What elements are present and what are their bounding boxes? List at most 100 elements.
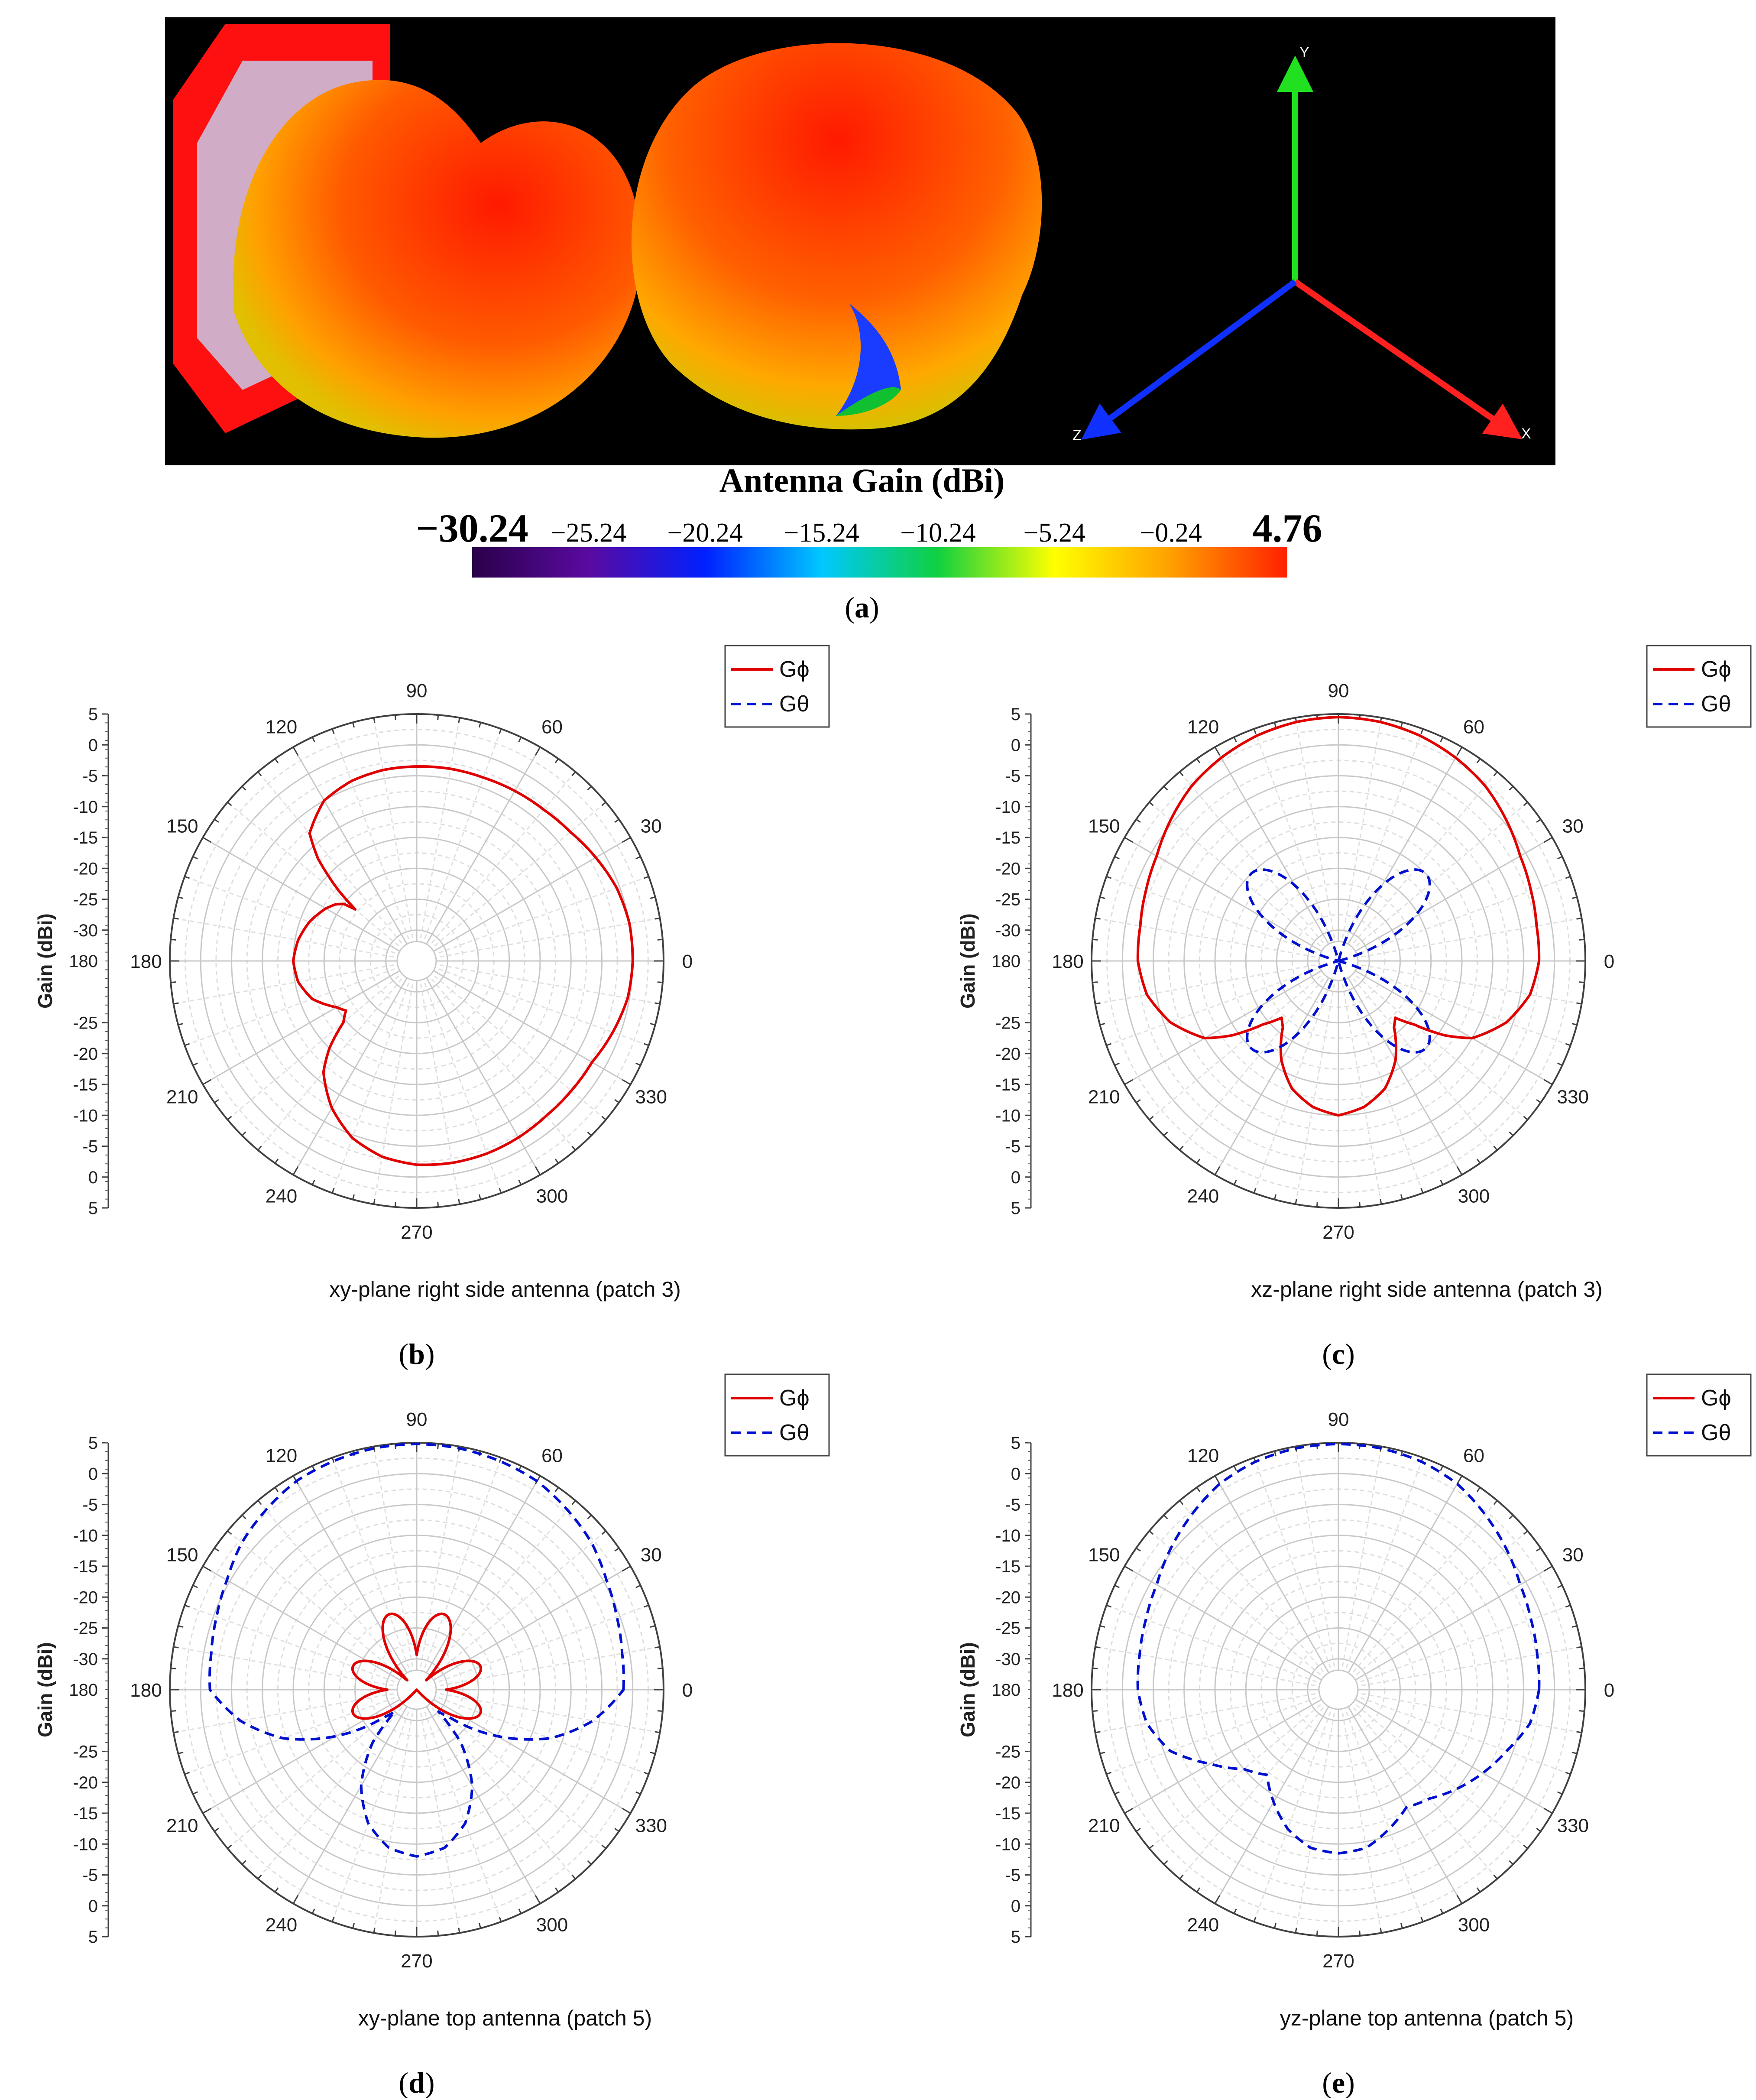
grid-spoke-minor xyxy=(1338,1689,1498,1879)
ring-tick xyxy=(518,1180,522,1185)
radial-scale-label: -10 xyxy=(73,798,98,817)
angle-tick-label: 0 xyxy=(682,1680,693,1701)
grid-spoke xyxy=(1338,1689,1463,1904)
radial-scale-label: -15 xyxy=(995,1075,1021,1094)
grid-spoke-minor xyxy=(173,1646,417,1691)
ring-tick xyxy=(1100,1751,1105,1754)
radial-scale-label: -30 xyxy=(73,921,98,940)
ring-tick xyxy=(1536,1547,1541,1552)
radial-scale-label: -25 xyxy=(995,1619,1021,1638)
ring-tick xyxy=(214,1827,219,1832)
ring-tick xyxy=(1092,938,1098,941)
ring-tick xyxy=(1253,1916,1257,1922)
ring-tick xyxy=(1440,1180,1444,1185)
radial-scale-label: 5 xyxy=(1011,1199,1021,1218)
panel-label: (c) xyxy=(1322,1337,1355,1370)
radial-scale-label: -30 xyxy=(995,921,1021,940)
radial-scale-label: -20 xyxy=(995,859,1021,878)
angle-tick-label: 210 xyxy=(166,1087,198,1108)
ring-tick xyxy=(1456,747,1463,756)
grid-spoke xyxy=(416,1475,541,1690)
grid-spoke xyxy=(416,961,541,1175)
grid-spoke-minor xyxy=(1338,728,1424,961)
grid-spoke xyxy=(202,837,417,962)
grid-spoke-minor xyxy=(1338,1500,1498,1690)
grid-spoke xyxy=(292,961,418,1175)
radial-scale-label: -5 xyxy=(1005,1496,1021,1515)
angle-tick-label: 240 xyxy=(266,1914,297,1935)
grid-spoke xyxy=(1214,1475,1339,1690)
colorbar-tick: −15.24 xyxy=(784,518,859,548)
ring-tick xyxy=(518,737,522,742)
radial-scale-label: -5 xyxy=(1005,767,1021,786)
ring-tick xyxy=(241,785,246,791)
ring-tick xyxy=(554,758,559,763)
angle-tick-label: 300 xyxy=(1458,1914,1490,1935)
legend: Gϕ Gθ xyxy=(1646,645,1752,728)
ring-tick xyxy=(1440,1909,1444,1914)
ring-tick xyxy=(622,1079,631,1085)
ring-tick xyxy=(1565,1604,1571,1608)
ring-tick xyxy=(173,917,179,920)
radial-scale-label: -30 xyxy=(995,1650,1021,1669)
colorbar-tick-labels: −30.24 −25.24 −20.24 −15.24 −10.24 −5.24 −0.24… xyxy=(416,506,1322,550)
angle-tick-label: 60 xyxy=(541,1445,563,1467)
ring-tick xyxy=(192,1791,198,1795)
ring-tick xyxy=(587,1131,592,1136)
ring-tick xyxy=(635,1791,641,1795)
angle-tick-label: 90 xyxy=(406,1409,428,1430)
ring-tick xyxy=(1557,1062,1563,1066)
ring-tick xyxy=(171,938,176,941)
legend-g-theta-label: Gθ xyxy=(779,691,809,717)
ring-tick xyxy=(601,1116,606,1120)
series-g-phi-line xyxy=(292,765,634,1166)
angle-tick-label: 180 xyxy=(130,951,162,972)
colorbar-tick: −25.24 xyxy=(551,518,626,548)
angle-tick-label: 270 xyxy=(401,1222,432,1243)
radial-scale-label: 5 xyxy=(1011,1928,1021,1947)
ring-tick xyxy=(554,1487,559,1492)
ring-tick xyxy=(1274,1451,1277,1457)
ring-tick xyxy=(292,747,299,756)
grid-spoke-minor xyxy=(1149,1530,1339,1691)
ring-tick xyxy=(173,1731,179,1733)
ring-tick xyxy=(1476,1887,1481,1892)
radial-scale-label: 5 xyxy=(88,705,98,724)
grid-spoke-minor xyxy=(1338,1689,1528,1849)
grid-spoke-minor xyxy=(416,960,660,1005)
ring-tick xyxy=(241,1514,246,1519)
ring-tick xyxy=(373,1199,376,1204)
ring-tick xyxy=(1095,1646,1101,1649)
series-g-phi-line xyxy=(1136,716,1541,1117)
grid-spoke-minor xyxy=(257,961,418,1151)
grid-spoke xyxy=(1338,747,1463,961)
angle-tick-label: 150 xyxy=(166,1545,198,1566)
angle-tick-label: 60 xyxy=(541,717,563,738)
grid-spoke-minor xyxy=(257,1689,418,1879)
grid-spoke-minor xyxy=(416,961,576,1151)
x-axis-label: X xyxy=(1521,425,1531,442)
ring-tick xyxy=(1124,1808,1134,1814)
grid-spoke xyxy=(416,747,541,961)
grid-spoke-minor xyxy=(1338,917,1582,962)
chart-title: yz-plane top antenna (patch 5) xyxy=(1280,2006,1574,2030)
ring-tick xyxy=(1233,1909,1237,1914)
ring-tick xyxy=(1163,1860,1168,1865)
ring-tick xyxy=(173,1002,179,1005)
ring-tick xyxy=(1196,1487,1201,1492)
grid-spoke-minor xyxy=(1338,1446,1382,1690)
ring-tick xyxy=(1493,1874,1498,1879)
ring-tick xyxy=(458,1199,460,1204)
legend: Gϕ Gθ xyxy=(1646,1373,1752,1457)
angle-tick-label: 120 xyxy=(266,1445,297,1467)
ring-tick xyxy=(352,1194,355,1200)
grid-spoke-minor xyxy=(1338,1689,1424,1922)
grid-spoke xyxy=(416,1689,631,1814)
grid-spoke-minor xyxy=(416,1689,649,1775)
grid-spoke-minor xyxy=(373,717,418,961)
y-axis-label: Gain (dBi) xyxy=(956,1642,979,1737)
grid-spoke-minor xyxy=(331,728,418,961)
ring-tick xyxy=(650,1022,655,1026)
y-axis-label: Y xyxy=(1299,44,1309,61)
radial-scale-label: -20 xyxy=(73,1773,98,1792)
